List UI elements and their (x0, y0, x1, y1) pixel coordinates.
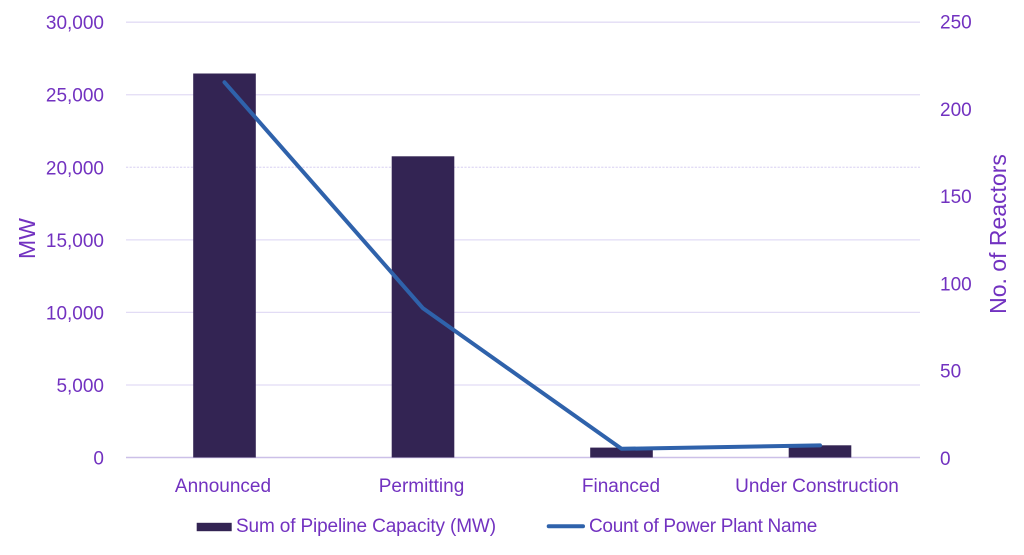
svg-text:Permitting: Permitting (379, 476, 465, 497)
svg-text:0: 0 (93, 448, 104, 469)
svg-text:25,000: 25,000 (46, 86, 104, 107)
svg-text:20,000: 20,000 (46, 158, 104, 179)
svg-text:150: 150 (940, 187, 972, 208)
svg-text:30,000: 30,000 (46, 13, 104, 34)
svg-text:50: 50 (940, 362, 961, 383)
svg-text:Count of Power Plant Name: Count of Power Plant Name (589, 516, 817, 537)
svg-text:5,000: 5,000 (56, 376, 104, 397)
svg-text:0: 0 (940, 449, 951, 470)
svg-text:Under Construction: Under Construction (735, 476, 899, 497)
svg-text:Sum of Pipeline Capacity (MW): Sum of Pipeline Capacity (MW) (236, 516, 496, 537)
svg-text:10,000: 10,000 (46, 303, 104, 324)
svg-text:Financed: Financed (582, 476, 660, 497)
svg-text:Announced: Announced (175, 476, 271, 497)
svg-text:200: 200 (940, 100, 972, 121)
svg-text:15,000: 15,000 (46, 231, 104, 252)
svg-text:MW: MW (14, 218, 40, 259)
svg-text:No. of Reactors: No. of Reactors (985, 154, 1011, 314)
svg-text:250: 250 (940, 13, 972, 34)
svg-text:100: 100 (940, 274, 972, 295)
